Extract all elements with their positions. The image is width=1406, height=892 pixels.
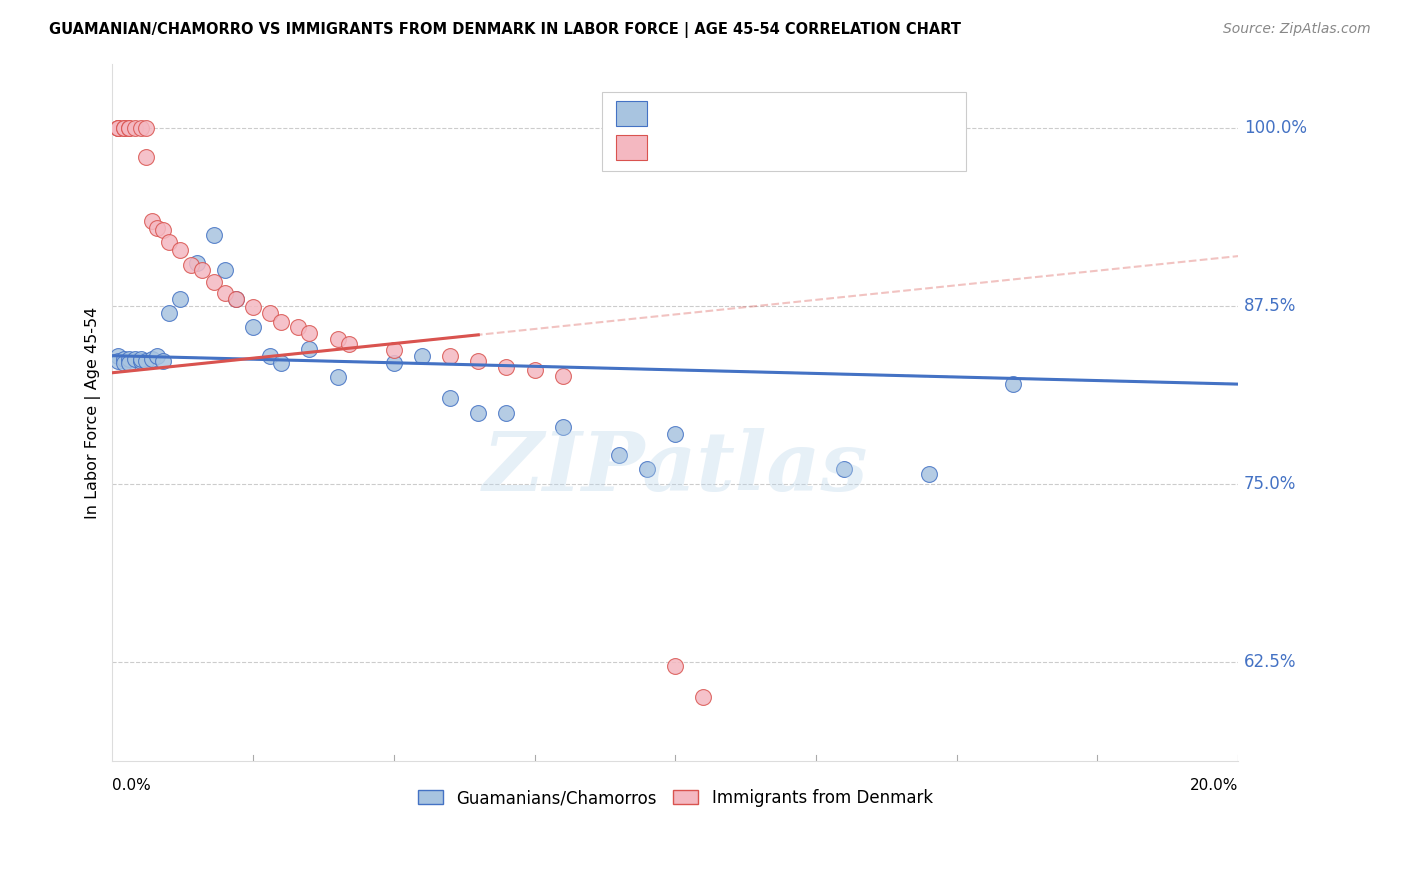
Point xyxy=(107,121,129,136)
Point xyxy=(124,351,146,366)
Point xyxy=(636,462,658,476)
Point xyxy=(270,356,292,370)
Point xyxy=(467,354,489,368)
Point xyxy=(118,121,141,136)
Point xyxy=(180,258,202,272)
Point xyxy=(135,354,157,368)
Point xyxy=(107,121,129,136)
Text: 0.0%: 0.0% xyxy=(112,778,152,793)
Point xyxy=(607,448,630,462)
Point xyxy=(135,121,157,136)
Point xyxy=(242,320,264,334)
Point xyxy=(152,354,174,368)
Text: Source: ZipAtlas.com: Source: ZipAtlas.com xyxy=(1223,22,1371,37)
Point xyxy=(202,275,225,289)
Point xyxy=(129,351,152,366)
Point xyxy=(692,690,714,704)
Point xyxy=(411,349,433,363)
Point xyxy=(225,292,247,306)
Point xyxy=(917,467,939,481)
Point xyxy=(118,351,141,366)
Point xyxy=(326,332,349,346)
Text: 100.0%: 100.0% xyxy=(1244,119,1306,137)
Text: GUAMANIAN/CHAMORRO VS IMMIGRANTS FROM DENMARK IN LABOR FORCE | AGE 45-54 CORRELA: GUAMANIAN/CHAMORRO VS IMMIGRANTS FROM DE… xyxy=(49,22,962,38)
Point xyxy=(152,223,174,237)
Point xyxy=(382,343,405,357)
Text: ZIPatlas: ZIPatlas xyxy=(482,428,868,508)
Point xyxy=(259,306,281,320)
Point xyxy=(112,121,135,136)
Point xyxy=(141,213,163,227)
Point xyxy=(146,220,169,235)
Point xyxy=(107,121,129,136)
Point xyxy=(287,320,309,334)
Text: N =: N = xyxy=(794,104,831,122)
Point xyxy=(169,244,191,258)
Point xyxy=(129,354,152,368)
Text: R =: R = xyxy=(658,104,695,122)
Text: 0.168: 0.168 xyxy=(706,138,763,156)
Point xyxy=(298,342,321,356)
Point xyxy=(664,426,686,441)
Text: 87.5%: 87.5% xyxy=(1244,297,1296,315)
Point xyxy=(112,356,135,370)
Text: 36: 36 xyxy=(841,104,862,122)
Point xyxy=(495,406,517,420)
Legend: Guamanians/Chamorros, Immigrants from Denmark: Guamanians/Chamorros, Immigrants from De… xyxy=(409,780,941,815)
Point xyxy=(242,301,264,315)
Point xyxy=(191,263,214,277)
Text: -0.044: -0.044 xyxy=(706,104,759,122)
Point xyxy=(214,263,236,277)
Point xyxy=(157,306,180,320)
Point xyxy=(551,368,574,383)
Point xyxy=(112,351,135,366)
Point xyxy=(135,149,157,163)
Text: 20.0%: 20.0% xyxy=(1189,778,1239,793)
Text: 62.5%: 62.5% xyxy=(1244,653,1296,671)
Point xyxy=(118,356,141,370)
Point xyxy=(141,351,163,366)
Y-axis label: In Labor Force | Age 45-54: In Labor Force | Age 45-54 xyxy=(86,307,101,518)
Text: 75.0%: 75.0% xyxy=(1244,475,1296,492)
Point xyxy=(832,462,855,476)
Point xyxy=(326,370,349,384)
Point xyxy=(270,314,292,328)
Point xyxy=(523,363,546,377)
Text: R =: R = xyxy=(658,138,695,156)
Point xyxy=(664,658,686,673)
Point xyxy=(467,406,489,420)
Point xyxy=(118,121,141,136)
Point xyxy=(439,392,461,406)
Point xyxy=(169,292,191,306)
Point xyxy=(157,235,180,249)
Point xyxy=(551,419,574,434)
Point xyxy=(225,292,247,306)
Point xyxy=(337,337,360,351)
Point xyxy=(146,349,169,363)
Point xyxy=(214,286,236,301)
Point xyxy=(186,256,208,270)
Point xyxy=(129,121,152,136)
Point xyxy=(298,326,321,340)
Text: N =: N = xyxy=(794,138,831,156)
Point xyxy=(124,121,146,136)
Point xyxy=(382,356,405,370)
Point xyxy=(112,121,135,136)
Point xyxy=(202,227,225,242)
Point xyxy=(1002,377,1025,392)
Point xyxy=(495,359,517,374)
Point xyxy=(439,349,461,363)
Point xyxy=(259,349,281,363)
Text: 36: 36 xyxy=(841,138,862,156)
Point xyxy=(107,354,129,368)
Point xyxy=(107,349,129,363)
